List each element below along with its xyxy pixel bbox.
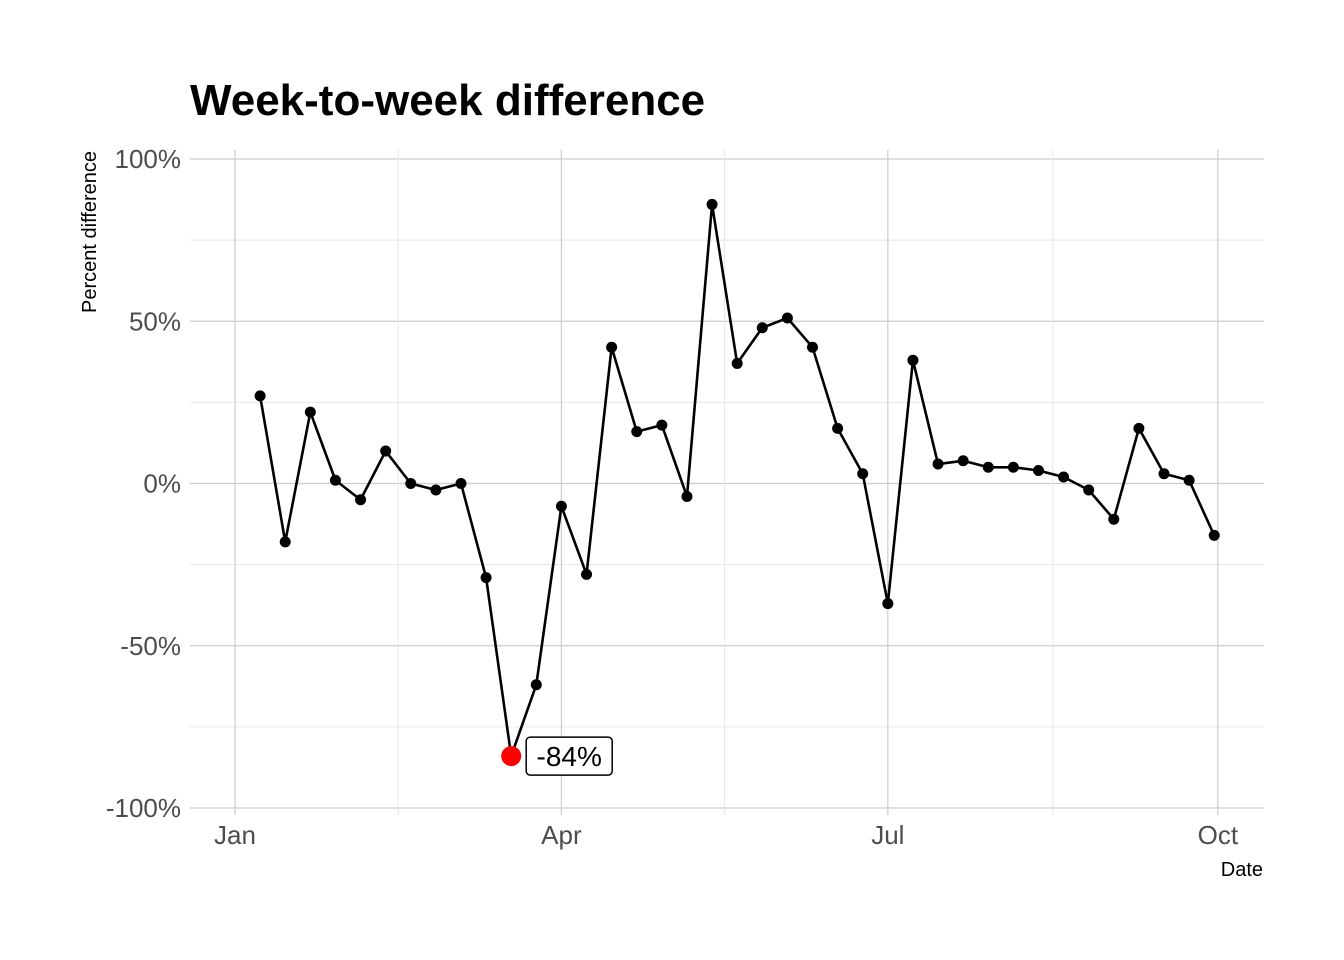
- x-axis-title: Date: [1221, 859, 1263, 881]
- y-axis-ticks: -100% -50% 0% 50% 100%: [106, 144, 181, 823]
- series-group: [254, 198, 1220, 762]
- data-point: [857, 468, 869, 480]
- data-point: [731, 357, 743, 369]
- data-point: [907, 354, 919, 366]
- chart-title: Week-to-week difference: [190, 76, 705, 125]
- data-point: [480, 572, 492, 584]
- x-tick-label: Oct: [1198, 820, 1239, 850]
- data-point: [1007, 461, 1019, 473]
- data-point: [982, 461, 994, 473]
- data-point: [606, 341, 618, 353]
- y-tick-label: 50%: [129, 306, 181, 336]
- data-point: [957, 455, 969, 467]
- data-point: [681, 490, 693, 502]
- data-point: [832, 422, 844, 434]
- y-axis-title: Percent difference: [79, 151, 101, 313]
- x-tick-label: Apr: [541, 820, 582, 850]
- data-point: [631, 426, 643, 438]
- data-point: [304, 406, 316, 418]
- data-point: [1108, 513, 1120, 525]
- data-point: [1133, 422, 1145, 434]
- data-point: [254, 390, 266, 402]
- series-line: [258, 203, 1216, 758]
- x-tick-label: Jan: [214, 820, 256, 850]
- data-point: [756, 322, 768, 334]
- data-point: [405, 478, 417, 489]
- data-point: [781, 312, 793, 324]
- y-tick-label: 0%: [143, 469, 181, 499]
- x-tick-label: Jul: [871, 820, 904, 850]
- data-point: [329, 474, 341, 486]
- data-point: [581, 568, 593, 580]
- data-point: [706, 198, 718, 210]
- data-point: [530, 679, 542, 691]
- data-point: [555, 500, 567, 512]
- data-point: [1032, 465, 1044, 477]
- data-point: [455, 478, 467, 489]
- data-point: [882, 598, 894, 610]
- highlight-label-box: [525, 736, 613, 776]
- data-point: [1158, 468, 1170, 480]
- data-point: [355, 494, 367, 506]
- x-axis-ticks: Jan Apr Jul Oct: [214, 820, 1239, 850]
- data-point: [1208, 529, 1220, 541]
- y-tick-label: 100%: [115, 144, 182, 174]
- data-point: [1183, 474, 1195, 486]
- data-point: [279, 536, 291, 548]
- grid-lines: [190, 150, 1264, 815]
- y-tick-label: -50%: [120, 631, 181, 661]
- data-point: [807, 341, 818, 353]
- data-point: [1083, 484, 1095, 496]
- data-point: [932, 458, 944, 470]
- highlight-label: -84%: [537, 741, 602, 772]
- data-point: [1058, 471, 1070, 483]
- y-tick-label: -100%: [106, 793, 181, 823]
- highlight-point: [501, 746, 522, 767]
- data-point: [656, 419, 668, 431]
- highlight-group: -84%: [501, 736, 613, 776]
- data-point: [430, 484, 442, 496]
- data-point: [380, 445, 392, 457]
